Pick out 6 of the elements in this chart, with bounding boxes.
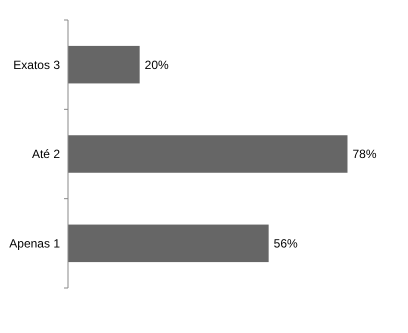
data-label: 20% [144, 58, 170, 72]
y-tick-label: Apenas 1 [9, 236, 60, 251]
data-label: 56% [274, 236, 298, 251]
data-label: 78% [352, 147, 377, 162]
y-tick-label: Exatos 3 [13, 58, 60, 72]
y-tick-label: Até 2 [32, 147, 60, 162]
